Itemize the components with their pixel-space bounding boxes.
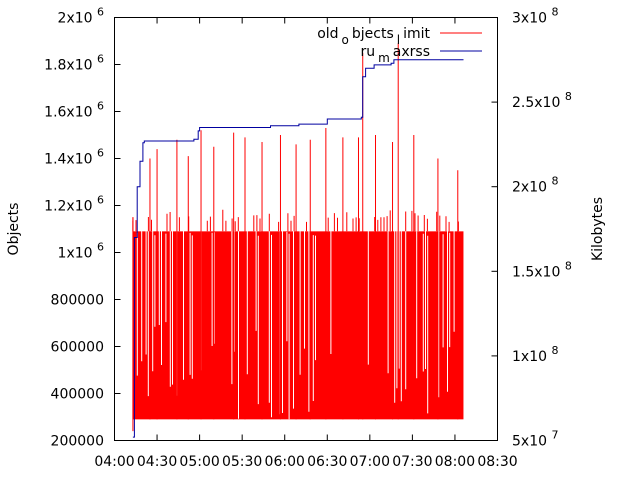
x-tick-label: 04:30 <box>137 454 177 470</box>
y-tick-label: 2x10 6 <box>58 6 104 27</box>
y-tick-label: 1.8x10 6 <box>44 53 104 74</box>
x-tick-label: 08:00 <box>435 454 475 470</box>
x-tick-label: 07:00 <box>350 454 390 470</box>
y-tick-label: 1.2x10 6 <box>44 194 104 215</box>
y2-axis-label: Kilobytes <box>590 197 606 261</box>
x-tick-label: 05:30 <box>222 454 262 470</box>
y-tick-label: 800000 <box>51 293 104 309</box>
y-tick-label: 400000 <box>51 387 104 403</box>
x-tick-label: 06:00 <box>265 454 305 470</box>
old-objects-limit-series <box>132 43 464 432</box>
legend-label: old o bjects l imit <box>317 26 430 47</box>
y-tick-label: 1.6x10 6 <box>44 100 104 121</box>
x-tick-label: 04:00 <box>94 454 134 470</box>
x-tick-label: 06:30 <box>307 454 347 470</box>
y2-tick-label: 2x10 8 <box>512 175 558 196</box>
y2-tick-label: 1x10 8 <box>512 344 558 365</box>
y2-tick-label: 2.5x10 8 <box>512 90 572 111</box>
plot-area <box>132 43 464 438</box>
y2-tick-label: 5x10 7 <box>512 429 558 450</box>
ru-maxrss-series <box>132 59 464 438</box>
y-tick-label: 600000 <box>51 340 104 356</box>
y-tick-label: 1.4x10 6 <box>44 147 104 168</box>
y-tick-label: 200000 <box>51 434 104 450</box>
x-tick-label: 07:30 <box>392 454 432 470</box>
y-axis-label: Objects <box>6 203 22 256</box>
x-tick-label: 05:00 <box>179 454 219 470</box>
y2-tick-label: 3x10 8 <box>512 6 558 27</box>
legend-label: ru m axrss <box>360 44 430 65</box>
y-tick-label: 1x10 6 <box>58 241 104 262</box>
y2-tick-label: 1.5x10 8 <box>512 259 572 280</box>
ru-maxrss-line <box>132 59 464 438</box>
x-tick-label: 08:30 <box>477 454 517 470</box>
axes: 04:00 04:30 05:00 05:30 06:00 06:30 07:00 07:30… <box>44 6 572 471</box>
plot-border <box>114 17 498 441</box>
